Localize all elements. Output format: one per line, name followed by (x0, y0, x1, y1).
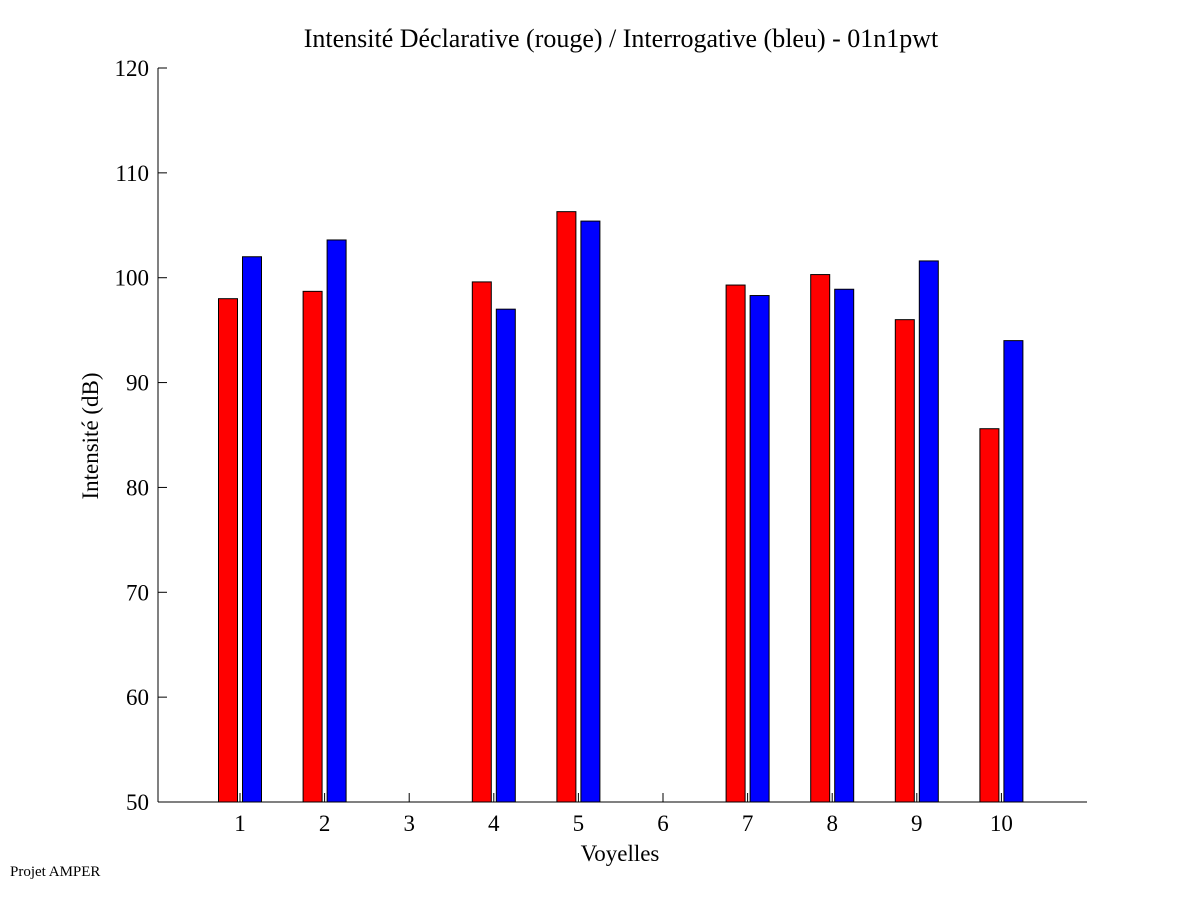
bar-interrogative-1 (242, 256, 262, 803)
y-tick-label-60: 60 (126, 685, 149, 710)
x-axis-label: Voyelles (581, 841, 660, 866)
y-tick-label-110: 110 (115, 161, 149, 186)
bar-declarative-8 (810, 274, 831, 803)
footer-note: Projet AMPER (10, 864, 101, 880)
bar-declarative-1 (218, 298, 238, 803)
bar-declarative-4 (471, 281, 492, 803)
bar-declarative-2 (302, 290, 323, 803)
x-tick-label-3: 3 (403, 811, 415, 836)
plot-area: 50 60 70 80 90 100 110 120 1 2 3 4 5 6 7 8 9 10 (115, 56, 1087, 836)
chart-title: Intensité Déclarative (rouge) / Interrog… (304, 24, 939, 53)
y-tick-label-50: 50 (126, 790, 149, 815)
y-tick-label-120: 120 (115, 56, 150, 81)
bar-interrogative-4 (495, 308, 516, 803)
bar-declarative-7 (725, 284, 746, 803)
x-tick-label-6: 6 (657, 811, 669, 836)
x-tick-label-2: 2 (319, 811, 331, 836)
x-tick-label-8: 8 (826, 811, 838, 836)
bar-declarative-9 (894, 319, 915, 803)
y-tick-label-80: 80 (126, 475, 149, 500)
y-tick-label-100: 100 (115, 266, 150, 291)
bar-declarative-10 (979, 428, 1000, 803)
bar-interrogative-10 (1003, 340, 1024, 803)
bar-declarative-5 (556, 211, 577, 803)
x-tick-label-10: 10 (990, 811, 1013, 836)
bar-interrogative-9 (918, 260, 939, 803)
bar-interrogative-8 (834, 288, 855, 803)
bar-interrogative-5 (580, 220, 601, 803)
y-tick-label-90: 90 (126, 371, 149, 396)
x-tick-label-5: 5 (573, 811, 585, 836)
bar-interrogative-2 (326, 239, 347, 803)
x-tick-label-9: 9 (911, 811, 923, 836)
x-tick-label-7: 7 (742, 811, 754, 836)
x-tick-label-4: 4 (488, 811, 500, 836)
y-axis-label: Intensité (dB) (78, 372, 103, 499)
x-tick-label-1: 1 (234, 811, 246, 836)
y-tick-label-70: 70 (126, 580, 149, 605)
bar-interrogative-7 (749, 295, 770, 803)
